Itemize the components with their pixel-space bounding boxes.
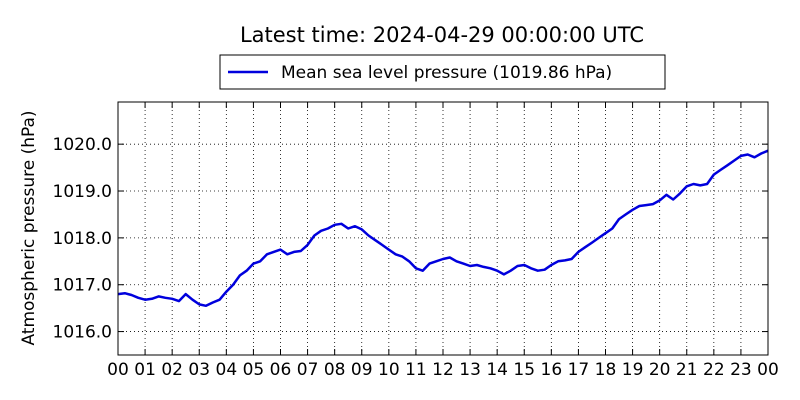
y-tick-label: 1019.0 [53,182,112,202]
x-tick-label: 10 [378,360,400,380]
x-tick-label: 23 [730,360,752,380]
chart-title: Latest time: 2024-04-29 00:00:00 UTC [240,23,644,47]
grid [118,102,768,355]
x-tick-label: 05 [243,360,265,380]
x-tick-label: 12 [432,360,454,380]
x-tick-label: 06 [270,360,292,380]
series-line-mslp [117,149,769,308]
legend-entry: Mean sea level pressure (1019.86 hPa) [281,63,612,83]
x-tick-label: 11 [405,360,427,380]
x-tick-label: 04 [216,360,238,380]
x-tick-label: 16 [541,360,563,380]
x-tick-label: 20 [649,360,671,380]
y-tick-label: 1016.0 [53,323,112,343]
x-tick-label: 01 [134,360,156,380]
x-tick-label: 21 [676,360,698,380]
x-tick-label: 22 [703,360,725,380]
y-tick-label: 1020.0 [53,135,112,155]
x-tick-label: 18 [595,360,617,380]
ticks: 00 01 02 03 04 05 06 07 08 09 10 11 12 13 14 15 16 17 18 19… [53,102,779,380]
x-tick-label: 07 [297,360,319,380]
x-tick-label: 17 [568,360,590,380]
x-tick-label: 13 [459,360,481,380]
y-tick-label: 1017.0 [53,276,112,296]
x-tick-label: 00 [107,360,129,380]
x-tick-label: 15 [513,360,535,380]
series-layer [117,149,769,308]
legend: Mean sea level pressure (1019.86 hPa) [219,54,666,90]
x-tick-label: 00 [757,360,779,380]
plot-frame [117,101,769,356]
y-tick-label: 1018.0 [53,229,112,249]
legend-box [219,54,666,90]
x-tick-label: 08 [324,360,346,380]
x-tick-label: 02 [161,360,183,380]
y-axis-label: Atmospheric pressure (hPa) [19,110,39,345]
x-tick-label: 09 [351,360,373,380]
x-tick-label: 19 [622,360,644,380]
x-tick-label: 03 [188,360,210,380]
x-tick-label: 14 [486,360,508,380]
